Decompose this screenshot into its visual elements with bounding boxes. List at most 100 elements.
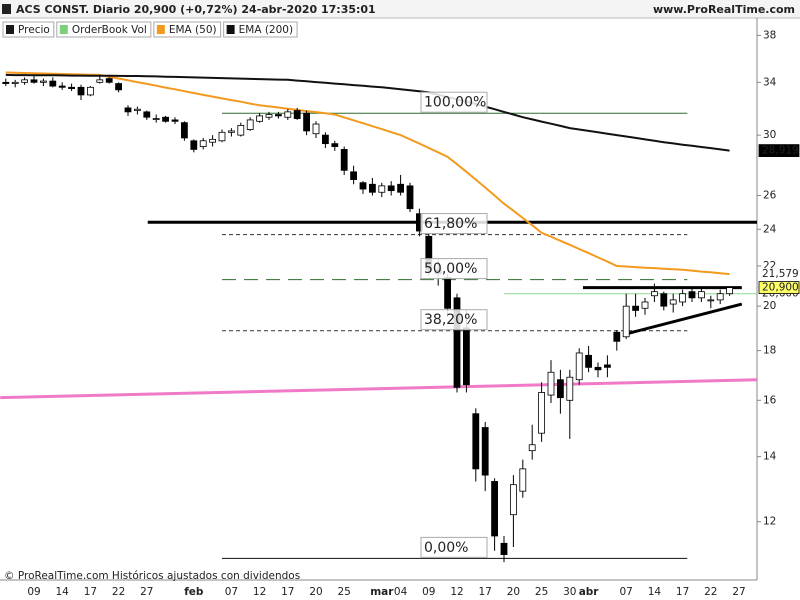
candle-body [566,376,574,401]
x-tick-label: 20 [309,586,322,598]
fib-label-text: 100,00% [424,95,486,111]
x-tick-label: 25 [338,586,351,598]
price-label: 20,900 [762,282,799,294]
y-tick-label: 30 [763,129,776,141]
legend-label: OrderBook Vol [72,24,147,36]
source: www.ProRealTime.com [653,3,795,16]
candle-body [209,138,217,143]
candle-body [246,119,254,130]
x-tick-label: 25 [535,586,548,598]
trend-line [0,378,757,400]
candle-body [265,114,273,118]
y-tick-label: 38 [763,29,776,41]
candle-body [660,293,668,307]
legend-swatch [6,25,14,34]
legend-swatch [59,25,68,34]
candle-body [321,134,329,145]
candle-body [303,112,311,132]
price-label: 21,579 [762,268,799,280]
x-tick-label: 20 [507,586,520,598]
candle-body [293,110,301,119]
candle-body [557,379,564,399]
candle-body [547,371,555,396]
candle-body [726,287,733,295]
legend-box [2,21,55,38]
y-tick-label: 18 [763,345,776,357]
candle-body [68,86,75,89]
candle-body [21,79,29,83]
price-label: 28,919 [762,145,799,157]
ema-line [5,73,730,152]
candle-body [77,86,85,96]
candle-body [472,413,480,470]
legend-label: EMA (50) [169,24,217,36]
legend-swatch [156,25,165,34]
x-tick-label: 30 [563,586,576,598]
candle-body [528,444,536,452]
header-bar [0,0,800,18]
candle-body [444,277,452,309]
candle-body [96,79,104,83]
candle-body [453,297,461,388]
price-label-box [758,144,800,158]
x-tick-label: 22 [112,586,125,598]
legend-item: EMA (50) [153,21,222,38]
legend-label: EMA (200) [239,24,293,36]
fib-label: 0,00% [420,536,488,558]
candle-body [707,299,715,302]
legend-box [56,21,152,38]
legend-item: OrderBook Vol [56,21,152,38]
candle-body [152,118,160,120]
fib-label-text: 61,80% [424,216,477,232]
x-tick-label: 22 [704,586,717,598]
candle-body [651,291,658,297]
candle-body [698,291,705,299]
candle-body [397,183,405,193]
price-label-box [759,268,799,281]
fib-label: 61,80% [420,213,488,235]
candle-body [575,352,583,381]
candle-body [2,81,10,84]
x-tick-label: feb [184,586,204,598]
legend-swatch [226,25,235,34]
trend-line [627,302,743,335]
candle-body [378,185,386,193]
legend-item: Precio [2,21,55,38]
plot-area: 100,00% 61,80% 50,00% 38,20% 0,00% [0,71,757,563]
candle-body [115,83,122,91]
candle-body [519,468,527,492]
x-tick-label: abr [579,586,600,598]
x-tick-label: 17 [281,586,294,598]
fib-label-box [420,309,488,331]
candle-body [669,299,677,305]
candle-body [585,354,592,368]
x-tick-label: 07 [620,586,633,598]
candle-body [340,149,348,171]
y-tick-label: 26 [763,189,777,201]
x-tick-label: 17 [479,586,492,598]
x-tick-label: 04 [394,586,408,598]
fib-label: 100,00% [420,91,488,113]
candle-body [312,123,320,135]
candle-body [406,185,414,210]
fib-label: 38,20% [420,309,488,331]
candle-body [124,107,132,113]
candle-body [350,171,358,180]
candle-body [133,108,141,111]
y-tick-label: 24 [763,223,777,235]
candle-body [481,427,489,476]
x-tick-label: 12 [253,586,266,598]
chart-title: ACS CONST. Diario 20,900 (+0,72%) 24-abr… [16,3,376,16]
candle-body [491,481,499,537]
x-tick-label: mar [370,586,394,598]
candle-body [538,392,545,434]
y-tick-label: 16 [763,394,777,406]
y-tick-label: 12 [763,516,776,528]
candle-body [632,305,639,311]
candle-body [679,293,686,303]
candle-body [613,331,621,342]
candle-body [105,78,113,83]
fib-label-box [420,536,488,558]
x-tick-label: 14 [648,586,662,598]
candle-body [331,143,339,147]
